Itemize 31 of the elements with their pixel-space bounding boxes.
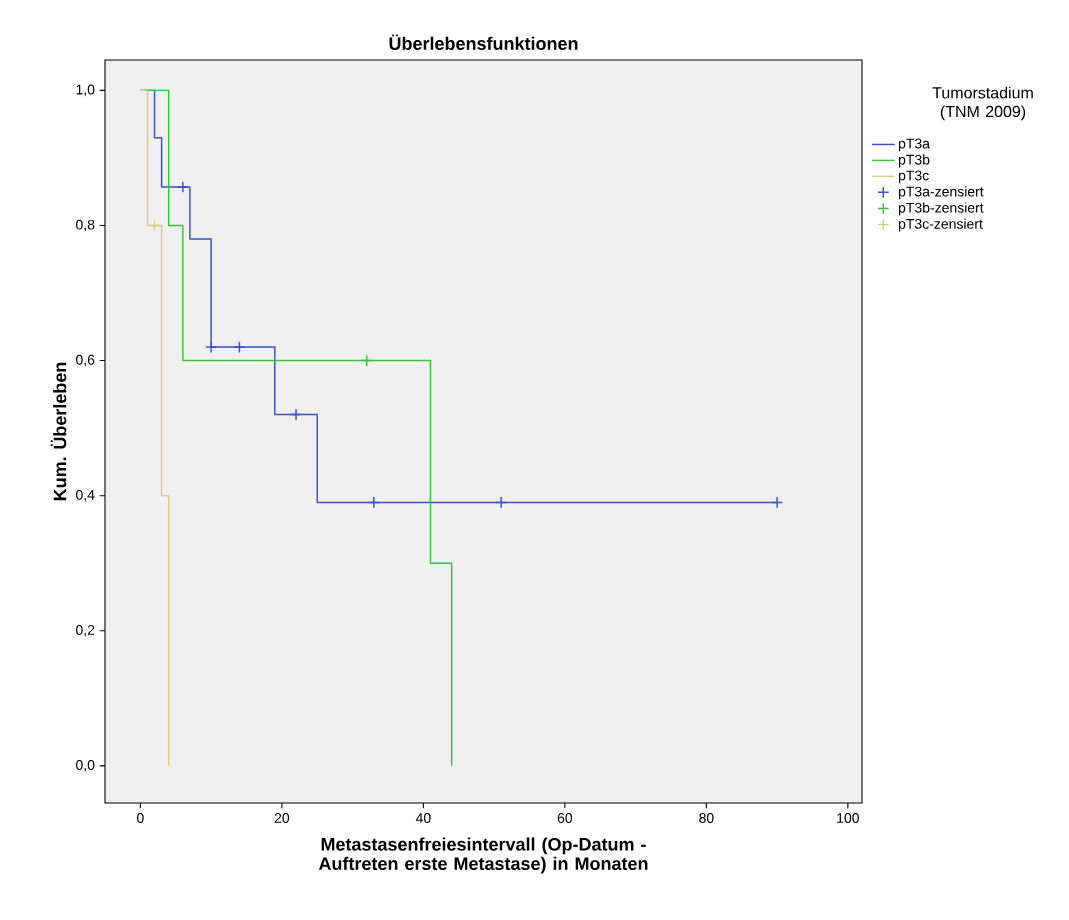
x-tick-label: 20 [274,813,290,823]
legend-label: pT3c-zensiert [898,218,983,232]
legend-label: pT3c [898,170,929,184]
y-tick-label: 0,2 [76,624,95,637]
x-tick-label: 40 [415,813,431,823]
legend-label: pT3b-zensiert [898,202,984,216]
x-tick-label: 80 [699,813,714,823]
point [148,219,161,232]
legend-label: pT3a [898,138,930,152]
y-tick-label: 0,0 [76,760,95,772]
y-tick-label: 1,0 [76,84,95,97]
point [233,340,246,354]
x-tick-label: 60 [557,813,573,823]
point [289,408,303,421]
point [495,496,508,509]
point [771,496,784,509]
point [176,180,189,194]
legend-label: pT3a-zensiert [898,186,984,200]
y-axis-title: Kum. Überleben [50,362,67,501]
point [367,496,380,509]
y-tick-label: 0,4 [76,489,95,502]
y-tick-label: 0,6 [76,354,95,367]
point [205,340,218,354]
point [360,354,373,367]
x-axis-title: Metastasenfreiesintervall (Op-Datum - Auftreten erste Metastase) in Monaten [318,837,648,874]
x-tick-label: 0 [137,813,144,823]
legend-label: pT3b [898,154,930,168]
x-tick-label: 100 [837,813,859,823]
y-tick-label: 0,8 [76,219,95,232]
legend-title: Tumorstadium (TNM 2009) [932,86,1033,121]
chart-title: Überlebensfunktionen [389,34,578,50]
